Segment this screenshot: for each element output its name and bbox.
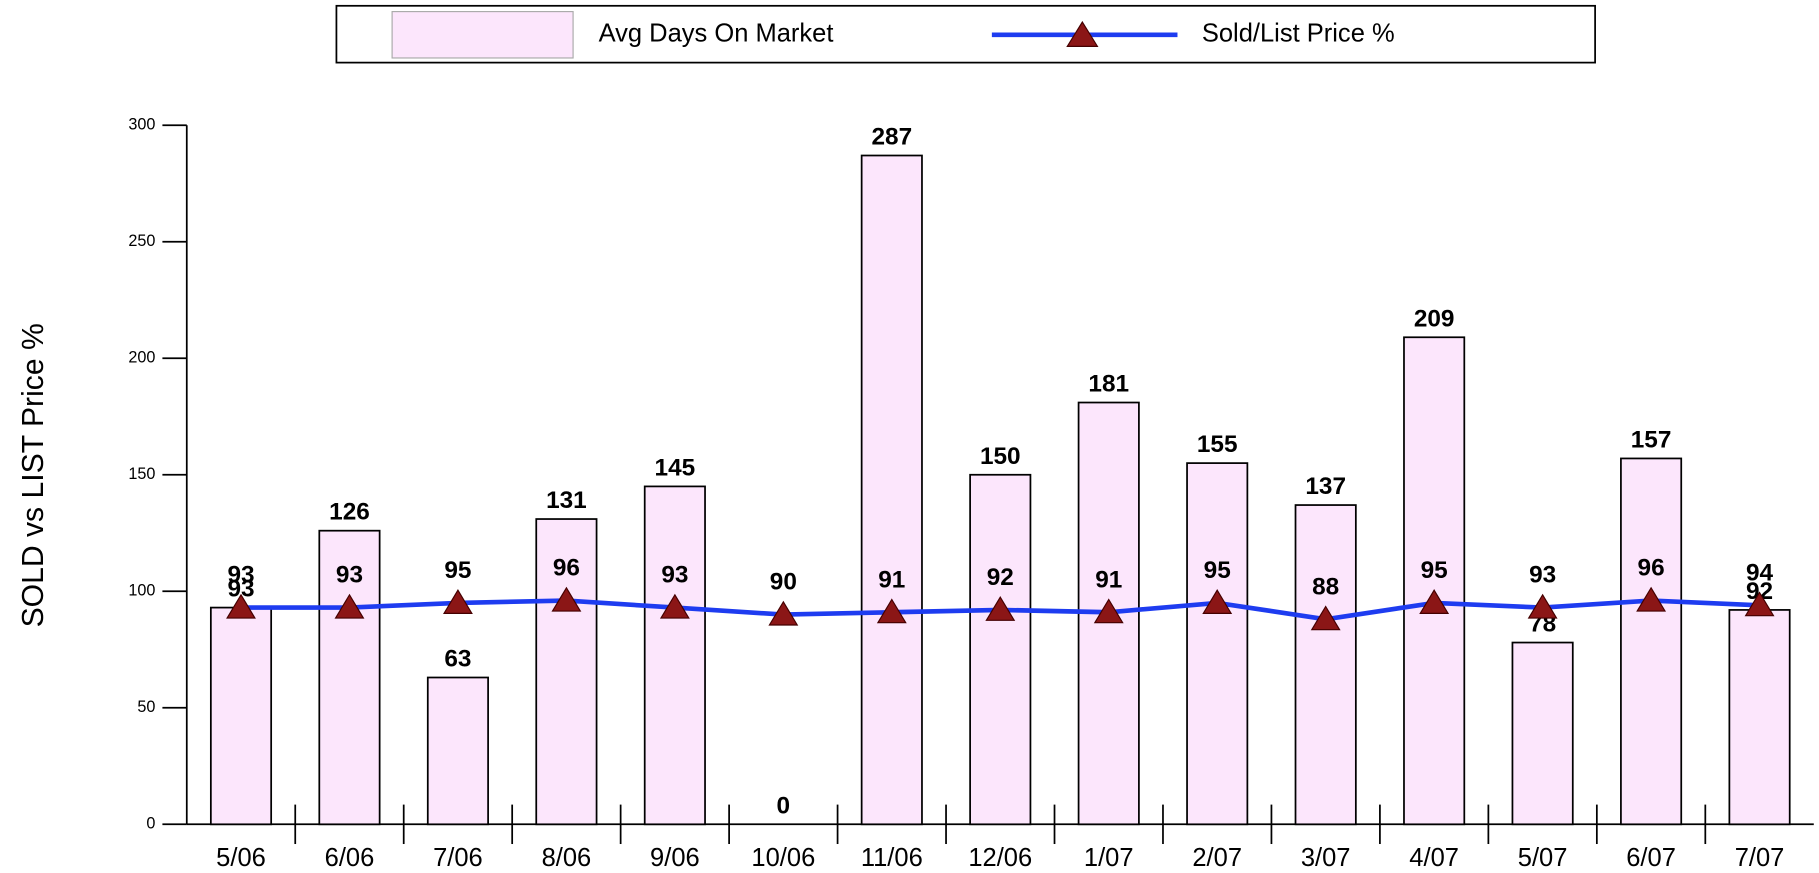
line-value-label: 90: [770, 569, 797, 596]
x-tick-label: 4/07: [1409, 844, 1459, 872]
bar: [426, 676, 489, 826]
x-tick-label: 1/07: [1084, 844, 1134, 872]
line-value-label: 96: [1638, 555, 1665, 582]
line-marker: [876, 598, 907, 624]
y-tick-label: 0: [146, 815, 155, 833]
line-marker: [985, 596, 1016, 621]
bar-value-label: 137: [1305, 473, 1346, 500]
x-tick-label: 7/06: [433, 844, 483, 872]
x-tick-label: 8/06: [542, 844, 592, 872]
x-tick-label: 5/07: [1518, 844, 1568, 872]
bar-value-label: 155: [1197, 431, 1238, 458]
x-tick-label: 3/07: [1301, 844, 1351, 872]
bar-value-label: 131: [546, 487, 587, 514]
legend-swatch: [391, 11, 574, 59]
line-marker: [226, 593, 256, 619]
line-value-label: 92: [987, 564, 1014, 591]
bar: [1186, 462, 1249, 826]
bar: [1728, 609, 1791, 826]
bar-value-label: 157: [1631, 426, 1672, 453]
line-value-label: 95: [1421, 557, 1448, 584]
y-tick-label: 250: [128, 232, 155, 250]
y-axis-label: SOLD vs LIST Price %: [17, 323, 50, 627]
bar: [1294, 504, 1357, 826]
legend-marker: [1066, 20, 1099, 47]
bar-value-label: 287: [871, 124, 912, 151]
x-tick-label: 12/06: [968, 844, 1032, 872]
line-value-label: 95: [444, 557, 471, 584]
x-tick-label: 9/06: [650, 844, 700, 872]
y-tick-label: 200: [128, 349, 155, 367]
line-marker: [1202, 589, 1233, 614]
line-value-label: 93: [661, 562, 688, 589]
x-tick-label: 5/06: [216, 844, 266, 872]
bar-value-label: 209: [1414, 305, 1455, 332]
y-tick-label: 50: [137, 698, 155, 716]
line-marker: [1093, 598, 1124, 624]
bar: [860, 154, 923, 826]
line-value-label: 88: [1312, 573, 1339, 600]
line-marker: [768, 600, 799, 626]
y-tick-label: 100: [128, 582, 155, 600]
bar-value-label: 145: [655, 454, 696, 481]
x-tick-label: 10/06: [751, 844, 815, 872]
line-marker: [551, 586, 582, 612]
bar: [1620, 457, 1683, 826]
line-value-label: 91: [1095, 566, 1122, 593]
line-value-label: 93: [1529, 562, 1556, 589]
x-tick-label: 7/07: [1735, 844, 1785, 872]
bar-value-label: 181: [1088, 371, 1129, 398]
y-tick-label: 300: [128, 115, 155, 133]
line-marker: [1527, 593, 1558, 619]
bar-value-label: 126: [329, 499, 370, 526]
bar-value-label: 150: [980, 443, 1021, 470]
bar: [1403, 336, 1466, 826]
line-marker: [1636, 586, 1667, 612]
x-tick-label: 11/06: [861, 844, 923, 872]
line-value-label: 95: [1204, 557, 1231, 584]
y-tick-label: 150: [128, 465, 155, 483]
line-value-label: 96: [553, 555, 580, 582]
bar: [535, 518, 598, 826]
bar: [318, 529, 381, 826]
x-tick-label: 6/07: [1626, 844, 1676, 872]
bar: [209, 606, 273, 826]
bar: [643, 485, 706, 826]
bar: [1511, 641, 1574, 826]
line-marker: [659, 593, 690, 619]
bar: [969, 473, 1032, 826]
x-tick-label: 6/06: [325, 844, 375, 872]
line-value-label: 91: [878, 566, 905, 593]
line-marker: [442, 589, 473, 614]
line-value-label: 93: [336, 562, 363, 589]
legend-label: Sold/List Price %: [1202, 20, 1395, 48]
legend-label: Avg Days On Market: [599, 20, 834, 48]
line-marker: [1419, 589, 1450, 614]
line-value-label: 94: [1746, 559, 1774, 586]
bar-value-label: 63: [444, 646, 471, 673]
line-marker: [334, 593, 365, 619]
bar-value-label: 0: [777, 792, 791, 819]
line-marker: [1744, 591, 1775, 617]
line-value-label: 93: [227, 562, 254, 589]
x-tick-label: 2/07: [1192, 844, 1242, 872]
line-marker: [1310, 605, 1341, 631]
